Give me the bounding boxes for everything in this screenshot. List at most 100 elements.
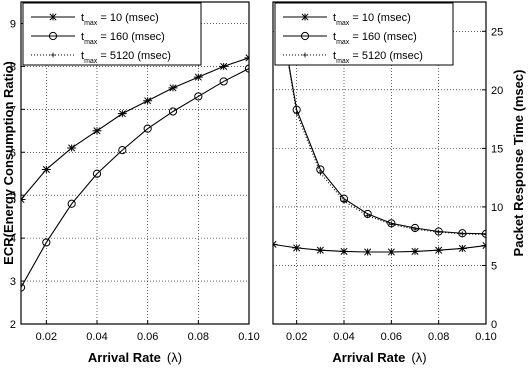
plus-marker-legend-2 [302, 52, 308, 58]
y-tick-label: 7 [10, 104, 16, 116]
plus-marker-8 [459, 231, 465, 237]
legend-label-sub: max [336, 39, 350, 46]
circle-marker-6 [168, 107, 178, 116]
y-tick-label: 15 [491, 143, 503, 155]
x-tick-label: 0.06 [381, 331, 402, 343]
y-tick-label: 5 [491, 260, 497, 272]
plus-marker-7 [436, 229, 442, 235]
legend-label-t: t [81, 12, 84, 24]
legend-label-t: t [333, 12, 336, 24]
asterisk-marker-2 [315, 246, 325, 254]
x-tick-label: 0.10 [475, 331, 496, 343]
series-line [273, 243, 486, 253]
legend-label-rest: = 160 (msec) [349, 31, 417, 43]
plus-marker-legend-2 [50, 52, 56, 58]
x-axis-label-symbol: (λ) [411, 350, 426, 365]
legend-label-t: t [81, 50, 84, 62]
series-line [21, 57, 249, 200]
circle-marker-1 [42, 238, 51, 247]
circle-marker-legend-1 [300, 31, 310, 41]
x-axis-ticks: 0.02 0.04 0.06 0.08 0.10 [286, 320, 497, 343]
asterisk-marker-4 [117, 110, 127, 118]
circle-marker-7 [194, 92, 203, 101]
y-axis-label: ECR(Energy Consumption Ratio) [1, 61, 16, 265]
y-axis-label: Packet Response Time (msec) [511, 70, 526, 257]
x-axis-label-symbol: (λ) [167, 350, 182, 365]
circle-marker-9 [481, 229, 486, 238]
legend-label-sub: max [84, 20, 98, 27]
y-tick-label: 20 [491, 85, 503, 97]
circle-marker-3 [92, 169, 102, 178]
x-tick-label: 0.08 [188, 331, 209, 343]
x-axis-label-text: Arrival Rate [88, 350, 161, 365]
series-circle [21, 64, 249, 292]
x-axis-ticks: 0.02 0.04 0.06 0.08 0.10 [36, 320, 260, 343]
response-time-chart: 0.02 0.04 0.06 0.08 0.100 5 10 15 20 25 Arrival Ra… [272, 1, 526, 365]
circle-marker-8 [458, 229, 467, 238]
x-tick-label: 0.02 [286, 331, 307, 343]
series-asterisk [21, 54, 249, 204]
legend-label: tmax = 10 (msec) [333, 12, 411, 27]
asterisk-marker-8 [457, 244, 467, 253]
plot-frame [20, 1, 250, 325]
y-tick-label: 4 [10, 233, 16, 245]
legend-label-rest: = 160 (msec) [97, 31, 165, 43]
circle-marker-9 [244, 64, 249, 73]
asterisk-marker-2 [67, 144, 77, 152]
plus-marker-2 [317, 170, 323, 176]
asterisk-marker-legend-0 [300, 13, 310, 21]
asterisk-marker-5 [386, 248, 396, 256]
legend-label-t: t [333, 31, 336, 43]
legend-label: tmax = 10 (msec) [81, 12, 159, 27]
legend-label-rest: = 10 (msec) [97, 12, 158, 24]
y-tick-label: 3 [10, 276, 16, 288]
series-line [21, 68, 249, 288]
asterisk-marker-6 [168, 84, 178, 92]
gridlines [21, 2, 250, 325]
y-axis-ticks: 2 3 4 5 6 7 8 9 [10, 18, 25, 331]
legend-label-t: t [333, 50, 336, 62]
legend-label-rest: = 5120 (msec) [349, 50, 423, 62]
y-tick-label: 2 [10, 319, 16, 331]
legend-label-sub: max [336, 58, 350, 65]
ecr-chart: 0.02 0.04 0.06 0.08 0.10 2 3 4 5 6 7 8 9 Arrival Rate… [1, 1, 260, 365]
asterisk-marker-6 [410, 247, 420, 255]
circle-marker-legend-1 [48, 31, 58, 41]
legend: tmax = 10 (msec)tmax = 160 (msec)tmax = … [274, 2, 454, 66]
x-tick-label: 0.10 [238, 331, 259, 343]
x-axis-label: Arrival Rate (λ) [88, 350, 182, 365]
asterisk-marker-9 [481, 241, 486, 250]
legend-label-sub: max [84, 58, 98, 65]
asterisk-marker-7 [193, 73, 203, 81]
series-plus [277, 2, 486, 237]
plus-marker-9 [483, 231, 486, 237]
plus-marker-1 [294, 110, 300, 116]
circle-marker-5 [143, 124, 152, 133]
asterisk-marker-0 [273, 240, 278, 248]
y-tick-label: 5 [10, 190, 16, 202]
plot-frame [272, 1, 487, 325]
legend-label-sub: max [336, 20, 350, 27]
series-layer [273, 2, 486, 256]
plus-marker-4 [365, 213, 371, 219]
asterisk-marker-0 [21, 195, 26, 204]
asterisk-marker-3 [339, 247, 349, 255]
legend-label-rest: = 10 (msec) [349, 12, 410, 24]
plus-marker-3 [341, 198, 347, 204]
y-tick-label: 9 [10, 18, 16, 30]
circle-marker-0 [21, 283, 26, 292]
circle-marker-2 [67, 199, 76, 208]
series-line [277, 2, 486, 235]
x-axis-label: Arrival Rate (λ) [332, 350, 426, 365]
series-asterisk [273, 240, 486, 256]
legend-label: tmax = 160 (msec) [333, 31, 417, 46]
asterisk-marker-4 [363, 248, 373, 256]
asterisk-marker-9 [244, 54, 249, 62]
y-tick-label: 6 [10, 147, 16, 159]
asterisk-marker-3 [92, 127, 102, 135]
asterisk-marker-legend-0 [48, 13, 58, 21]
asterisk-marker-1 [292, 244, 302, 252]
x-tick-label: 0.06 [137, 331, 158, 343]
y-tick-label: 10 [491, 202, 503, 214]
y-tick-label: 8 [10, 61, 16, 73]
